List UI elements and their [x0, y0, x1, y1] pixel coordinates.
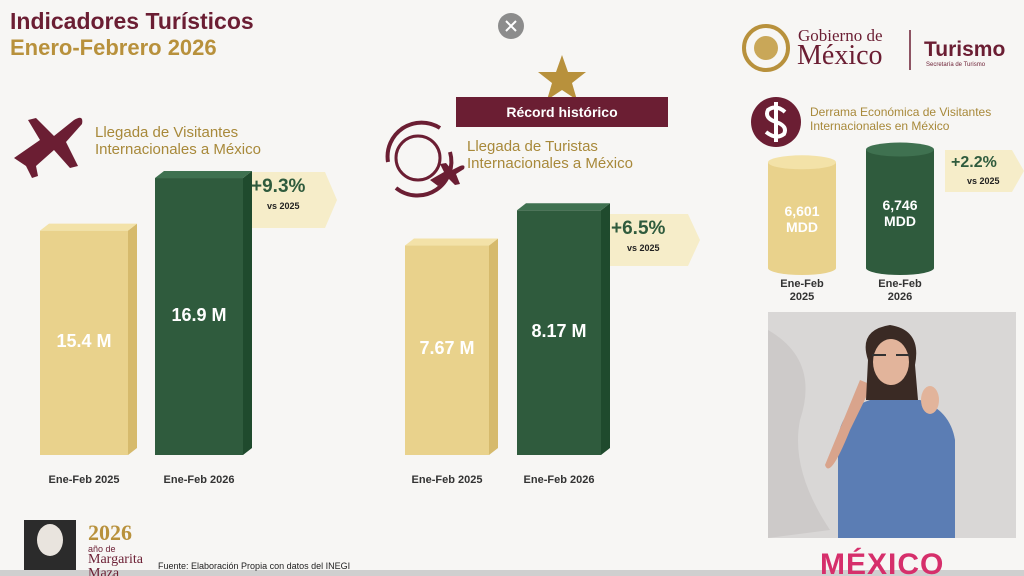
- annotation-banner: [245, 172, 337, 228]
- bar-top: [40, 223, 137, 231]
- star-icon: [538, 55, 586, 100]
- seal-icon: [742, 24, 790, 72]
- interpreter-face: [873, 339, 909, 385]
- interpreter-arm: [825, 380, 872, 469]
- mexico-brand: MÉXICO: [820, 548, 945, 576]
- bar-top: [866, 142, 934, 157]
- category-label: Ene-Feb 2025: [48, 474, 120, 486]
- chart-title: Llegada de Turistas Internacionales a Mé…: [467, 138, 633, 173]
- bar-side: [243, 171, 252, 456]
- plane-icon: [14, 117, 83, 178]
- record-badge: [456, 97, 668, 127]
- bar-top: [155, 171, 252, 179]
- value-label: 7.67 M: [419, 338, 475, 359]
- portrait-face: [37, 524, 63, 556]
- interpreter-hand: [921, 386, 939, 414]
- change-note: vs 2025: [627, 243, 660, 253]
- logo-brand: Turismo: [924, 38, 1006, 61]
- source-note: Fuente: Elaboración Propia con datos del…: [158, 561, 351, 571]
- globe-arc: [385, 120, 442, 163]
- value-label: 6,601 MDD: [784, 203, 820, 236]
- value-label: 16.9 M: [171, 304, 227, 325]
- bar-top: [517, 203, 610, 211]
- slide-title: Indicadores Turísticos: [10, 8, 254, 34]
- change-note: vs 2025: [267, 201, 300, 211]
- bar-side: [489, 238, 498, 455]
- bar-top: [768, 155, 836, 170]
- year-name: Margarita Maza: [88, 552, 143, 576]
- bar-side: [601, 203, 610, 455]
- change-note: vs 2025: [967, 176, 1000, 186]
- globe-arc: [394, 151, 454, 198]
- category-label: Ene-Feb 2025: [411, 474, 483, 486]
- close-icon: [505, 20, 517, 32]
- record-badge-text: Récord histórico: [506, 104, 618, 120]
- change-label: +6.5%: [611, 218, 666, 239]
- slide-subtitle: Enero-Febrero 2026: [10, 35, 217, 60]
- annotation-banner: [605, 214, 700, 266]
- globe-icon: [385, 120, 454, 198]
- dollar-glyph: [764, 102, 787, 142]
- category-label: Ene-Feb 2026: [523, 474, 595, 486]
- year-text: año de: [88, 544, 116, 554]
- video-background: [768, 330, 830, 538]
- value-label: 15.4 M: [56, 330, 112, 351]
- chart-title: Llegada de Visitantes Internacionales a …: [95, 124, 261, 159]
- bar: [40, 230, 128, 455]
- globe: [394, 134, 442, 182]
- logo-text: México: [797, 40, 883, 71]
- change-label: +9.3%: [251, 176, 306, 197]
- seal-center: [754, 36, 778, 60]
- chart-title: Derrama Económica de Visitantes Internac…: [810, 105, 992, 133]
- logo-text: Gobierno de: [798, 26, 883, 45]
- logo-subtext: Secretaría de Turismo: [926, 62, 986, 68]
- bar: [866, 149, 934, 275]
- value-label: 6,746 MDD: [882, 196, 918, 229]
- bar: [517, 210, 601, 455]
- bar: [405, 245, 489, 455]
- small-plane-icon: [430, 163, 465, 186]
- bottom-bar: [0, 570, 1024, 576]
- interpreter-body: [838, 400, 955, 538]
- value-label: 8.17 M: [531, 320, 587, 341]
- annotation-banner: [945, 150, 1024, 192]
- year-label: 2026: [88, 520, 132, 545]
- bar: [155, 178, 243, 456]
- category-label: Ene-Feb 2025: [780, 278, 824, 303]
- bar-side: [128, 223, 137, 455]
- bar: [768, 162, 836, 275]
- change-label: +2.2%: [951, 154, 997, 171]
- bar-top: [405, 238, 498, 246]
- category-label: Ene-Feb 2026: [163, 474, 235, 486]
- category-label: Ene-Feb 2026: [878, 278, 922, 303]
